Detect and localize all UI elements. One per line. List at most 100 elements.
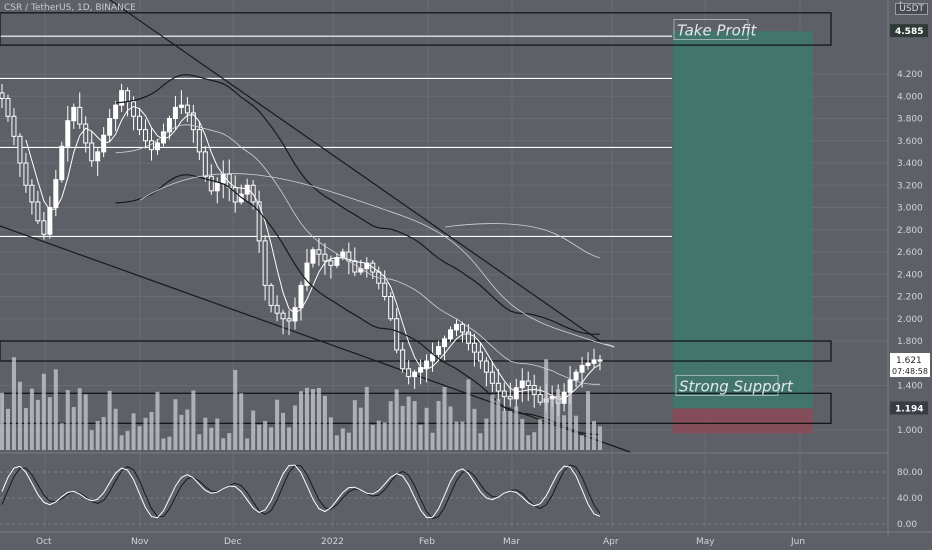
candle: [184, 104, 190, 114]
price-tick-label: 2.000: [897, 315, 923, 325]
candle: [394, 318, 400, 351]
volume-bar: [0, 392, 4, 450]
volume-bar: [299, 391, 303, 450]
candle: [71, 106, 77, 122]
price-tick-label: 4.200: [897, 70, 923, 80]
volume-bar: [454, 421, 459, 450]
take-profit-label: Take Profit: [677, 22, 758, 40]
volume-bar: [562, 415, 567, 450]
volume-bar: [472, 408, 477, 450]
candle: [190, 112, 196, 131]
volume-bar: [281, 412, 286, 450]
volume-bar: [388, 401, 393, 450]
volume-bar: [418, 424, 423, 450]
candle: [507, 396, 513, 400]
candle: [591, 359, 597, 364]
volume-bar: [322, 395, 327, 450]
volume-bar: [269, 427, 274, 450]
candle: [424, 360, 430, 369]
volume-bar: [59, 423, 64, 450]
candle: [131, 101, 137, 117]
candle: [495, 382, 501, 392]
strong-support-label: Strong Support: [679, 377, 794, 395]
volume-bar: [161, 438, 166, 450]
candle: [143, 129, 149, 142]
volume-bar: [95, 421, 100, 450]
candle: [471, 342, 477, 353]
oscillator-tick-label: 80.00: [897, 468, 923, 478]
candle: [477, 351, 483, 362]
volume-bar: [287, 427, 292, 450]
price-tick-label: 3.200: [897, 181, 923, 191]
volume-bar: [526, 435, 531, 450]
volume-bar: [370, 424, 375, 450]
volume-bar: [263, 421, 268, 450]
oscillator-tick-label: 0.00: [897, 520, 917, 530]
candle: [65, 120, 71, 147]
volume-bar: [173, 399, 178, 450]
volume-bar: [490, 394, 495, 450]
pair-title[interactable]: CSR / TetherUS, 1D, BINANCE: [4, 3, 136, 13]
candle: [29, 184, 35, 203]
candle: [232, 186, 238, 203]
current-price-badge-bg: [890, 353, 930, 378]
volume-bar: [239, 393, 244, 450]
candle: [244, 184, 250, 195]
volume-bar: [328, 417, 333, 450]
volume-bar: [215, 418, 220, 450]
candle: [208, 175, 214, 192]
long-moving-average: [444, 223, 601, 259]
currency-badge[interactable]: USDT: [895, 3, 928, 15]
volume-bar: [203, 417, 208, 450]
candle: [196, 129, 202, 153]
candle: [280, 312, 286, 320]
candle: [95, 151, 101, 162]
volume-bar: [71, 407, 76, 450]
oscillator-tick-label: 40.00: [897, 494, 923, 504]
candle: [160, 131, 166, 144]
volume-bar: [221, 438, 226, 450]
volume-bar: [29, 388, 34, 450]
candle: [483, 360, 489, 373]
volume-bar: [442, 387, 447, 450]
take-profit-zone: [673, 31, 813, 409]
current-price-badge: 1.621: [896, 356, 922, 366]
candle: [453, 323, 459, 331]
price-tick-label: 1.000: [897, 426, 923, 436]
candle: [154, 142, 160, 151]
volume-bar: [143, 417, 148, 450]
time-axis-label: May: [696, 537, 715, 547]
volume-bar: [316, 387, 321, 450]
candle: [418, 367, 424, 373]
candle: [172, 106, 178, 119]
time-axis-label: Jun: [790, 537, 805, 547]
volume-bar: [514, 406, 519, 450]
candle: [214, 182, 220, 192]
time-axis-label: Mar: [503, 537, 520, 547]
time-axis-label: Nov: [131, 537, 149, 547]
volume-bar: [412, 401, 417, 450]
volume-bar: [293, 405, 298, 450]
candle: [352, 260, 358, 273]
volume-bar: [400, 405, 405, 450]
volume-bar: [466, 379, 471, 450]
volume-bar: [448, 406, 453, 450]
volume-bar: [113, 408, 118, 450]
candle: [101, 134, 107, 153]
candle: [137, 115, 143, 131]
volume-bar: [167, 436, 172, 450]
price-tick-label: 2.400: [897, 270, 923, 280]
volume-bar: [251, 410, 256, 450]
candle: [53, 179, 59, 208]
price-tick-label: 2.200: [897, 293, 923, 303]
volume-bar: [376, 420, 381, 450]
price-tick-label: 3.600: [897, 137, 923, 147]
volume-bar: [125, 431, 130, 450]
candle: [274, 304, 280, 314]
volume-bar: [394, 389, 399, 450]
volume-bar: [484, 418, 489, 450]
volume-bar: [430, 432, 435, 450]
volume-bar: [17, 381, 22, 450]
volume-bar: [35, 399, 40, 450]
